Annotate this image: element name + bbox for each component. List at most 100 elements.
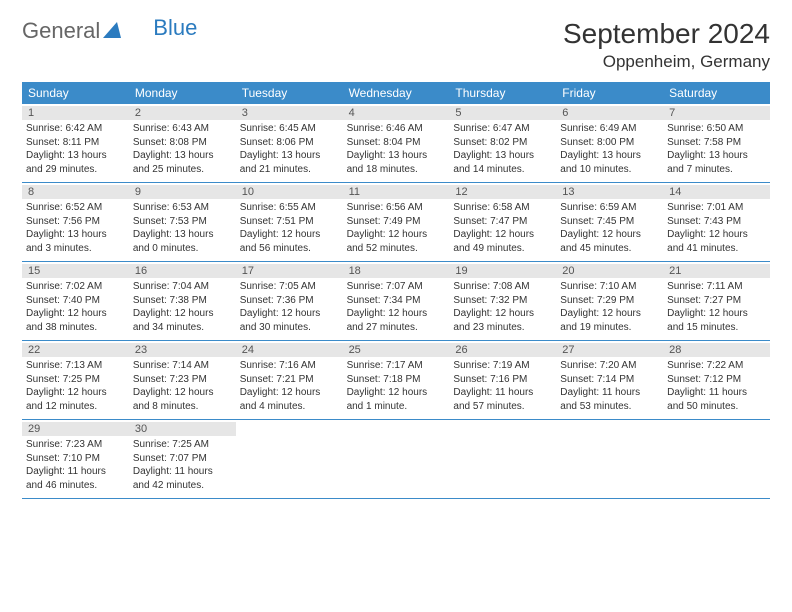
month-title: September 2024 [563,18,770,50]
day-number: 18 [343,264,450,278]
daylight-text-1: Daylight: 13 hours [347,149,446,163]
day-number: 29 [22,422,129,436]
sunrise-text: Sunrise: 7:07 AM [347,280,446,294]
sunrise-text: Sunrise: 7:20 AM [560,359,659,373]
sunset-text: Sunset: 7:23 PM [133,373,232,387]
daylight-text-2: and 29 minutes. [26,163,125,177]
dow-wed: Wednesday [343,82,450,104]
sunset-text: Sunset: 7:53 PM [133,215,232,229]
daylight-text-1: Daylight: 12 hours [26,307,125,321]
dow-tue: Tuesday [236,82,343,104]
sunrise-text: Sunrise: 7:02 AM [26,280,125,294]
daylight-text-2: and 10 minutes. [560,163,659,177]
calendar-page: General Blue September 2024 Oppenheim, G… [0,0,792,517]
day-cell: 25Sunrise: 7:17 AMSunset: 7:18 PMDayligh… [343,341,450,419]
day-number: 12 [449,185,556,199]
sunrise-text: Sunrise: 7:23 AM [26,438,125,452]
daylight-text-2: and 46 minutes. [26,479,125,493]
logo: General Blue [22,18,197,44]
day-number: 2 [129,106,236,120]
dow-fri: Friday [556,82,663,104]
empty-cell [236,420,343,498]
daylight-text-2: and 23 minutes. [453,321,552,335]
empty-cell [663,420,770,498]
daylight-text-2: and 25 minutes. [133,163,232,177]
day-cell: 20Sunrise: 7:10 AMSunset: 7:29 PMDayligh… [556,262,663,340]
day-number: 11 [343,185,450,199]
day-number: 23 [129,343,236,357]
day-number: 1 [22,106,129,120]
daylight-text-1: Daylight: 12 hours [453,228,552,242]
day-cell: 8Sunrise: 6:52 AMSunset: 7:56 PMDaylight… [22,183,129,261]
sunrise-text: Sunrise: 7:10 AM [560,280,659,294]
daylight-text-2: and 52 minutes. [347,242,446,256]
weeks-container: 1Sunrise: 6:42 AMSunset: 8:11 PMDaylight… [22,104,770,499]
dow-sat: Saturday [663,82,770,104]
day-number: 26 [449,343,556,357]
day-cell: 16Sunrise: 7:04 AMSunset: 7:38 PMDayligh… [129,262,236,340]
day-cell: 29Sunrise: 7:23 AMSunset: 7:10 PMDayligh… [22,420,129,498]
day-number: 27 [556,343,663,357]
daylight-text-2: and 15 minutes. [667,321,766,335]
daylight-text-2: and 45 minutes. [560,242,659,256]
day-number: 17 [236,264,343,278]
day-number: 9 [129,185,236,199]
daylight-text-2: and 41 minutes. [667,242,766,256]
sunset-text: Sunset: 7:12 PM [667,373,766,387]
sunset-text: Sunset: 7:16 PM [453,373,552,387]
sunset-text: Sunset: 8:06 PM [240,136,339,150]
day-cell: 17Sunrise: 7:05 AMSunset: 7:36 PMDayligh… [236,262,343,340]
daylight-text-1: Daylight: 11 hours [453,386,552,400]
day-cell: 15Sunrise: 7:02 AMSunset: 7:40 PMDayligh… [22,262,129,340]
week-row: 8Sunrise: 6:52 AMSunset: 7:56 PMDaylight… [22,183,770,262]
sunrise-text: Sunrise: 7:08 AM [453,280,552,294]
sunrise-text: Sunrise: 6:43 AM [133,122,232,136]
sunset-text: Sunset: 7:36 PM [240,294,339,308]
sunrise-text: Sunrise: 7:17 AM [347,359,446,373]
sunrise-text: Sunrise: 7:04 AM [133,280,232,294]
day-number: 19 [449,264,556,278]
sunset-text: Sunset: 7:34 PM [347,294,446,308]
daylight-text-2: and 30 minutes. [240,321,339,335]
daylight-text-2: and 49 minutes. [453,242,552,256]
daylight-text-2: and 8 minutes. [133,400,232,414]
daylight-text-2: and 3 minutes. [26,242,125,256]
logo-sail-icon [103,18,121,44]
day-cell: 6Sunrise: 6:49 AMSunset: 8:00 PMDaylight… [556,104,663,182]
sunrise-text: Sunrise: 6:46 AM [347,122,446,136]
dow-row: Sunday Monday Tuesday Wednesday Thursday… [22,82,770,104]
daylight-text-1: Daylight: 12 hours [347,386,446,400]
day-number: 14 [663,185,770,199]
sunset-text: Sunset: 7:56 PM [26,215,125,229]
daylight-text-1: Daylight: 13 hours [133,228,232,242]
header: General Blue September 2024 Oppenheim, G… [22,18,770,72]
daylight-text-2: and 42 minutes. [133,479,232,493]
daylight-text-1: Daylight: 12 hours [667,307,766,321]
day-number: 16 [129,264,236,278]
sunrise-text: Sunrise: 6:50 AM [667,122,766,136]
daylight-text-1: Daylight: 13 hours [240,149,339,163]
logo-text-1: General [22,18,100,44]
day-cell: 5Sunrise: 6:47 AMSunset: 8:02 PMDaylight… [449,104,556,182]
sunrise-text: Sunrise: 7:01 AM [667,201,766,215]
day-cell: 28Sunrise: 7:22 AMSunset: 7:12 PMDayligh… [663,341,770,419]
daylight-text-1: Daylight: 11 hours [667,386,766,400]
day-cell: 30Sunrise: 7:25 AMSunset: 7:07 PMDayligh… [129,420,236,498]
daylight-text-2: and 21 minutes. [240,163,339,177]
sunset-text: Sunset: 7:45 PM [560,215,659,229]
daylight-text-2: and 14 minutes. [453,163,552,177]
day-number: 15 [22,264,129,278]
sunset-text: Sunset: 7:47 PM [453,215,552,229]
sunset-text: Sunset: 7:14 PM [560,373,659,387]
day-cell: 21Sunrise: 7:11 AMSunset: 7:27 PMDayligh… [663,262,770,340]
daylight-text-2: and 38 minutes. [26,321,125,335]
day-number: 20 [556,264,663,278]
day-number: 6 [556,106,663,120]
day-cell: 14Sunrise: 7:01 AMSunset: 7:43 PMDayligh… [663,183,770,261]
daylight-text-2: and 0 minutes. [133,242,232,256]
sunset-text: Sunset: 7:21 PM [240,373,339,387]
daylight-text-1: Daylight: 12 hours [240,228,339,242]
sunrise-text: Sunrise: 6:58 AM [453,201,552,215]
daylight-text-1: Daylight: 13 hours [560,149,659,163]
sunrise-text: Sunrise: 6:42 AM [26,122,125,136]
